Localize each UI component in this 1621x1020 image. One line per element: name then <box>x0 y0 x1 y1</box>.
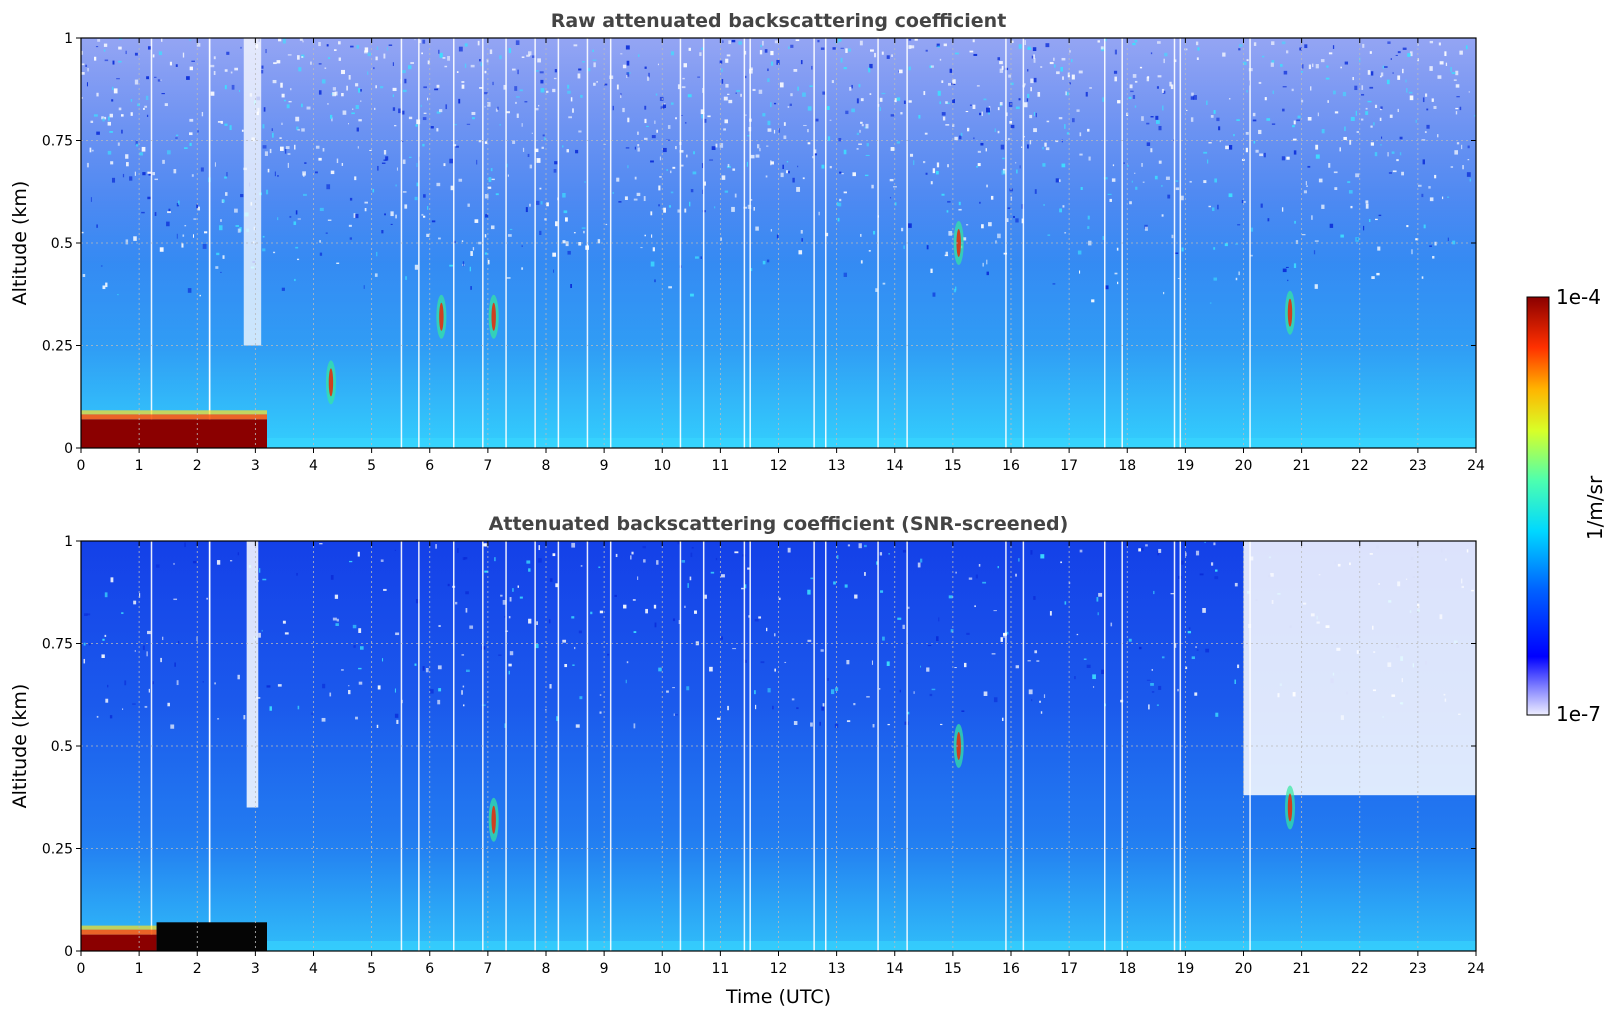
x-tick-label: 3 <box>251 961 260 977</box>
x-tick-label: 14 <box>886 458 904 474</box>
x-tick-label: 20 <box>1235 458 1253 474</box>
colorbar-min-label: 1e-7 <box>1556 702 1601 726</box>
x-tick-label: 11 <box>711 458 729 474</box>
feature-core <box>1287 298 1293 327</box>
x-tick-label: 15 <box>944 961 962 977</box>
y-tick-label: 1 <box>64 31 73 47</box>
y-ticks-raw: 0 0.25 0.5 0.75 1 <box>42 31 1476 457</box>
y-axis-label-raw: Altitude (km) <box>9 181 31 306</box>
x-tick-label: 4 <box>309 961 318 977</box>
x-tick-label: 4 <box>309 458 318 474</box>
feature-region <box>81 934 157 951</box>
y-ticks-screened: 0 0.25 0.5 0.75 1 <box>42 534 1476 960</box>
colorbar: 1e-4 1e-7 1/m/sr <box>1526 285 1607 726</box>
x-tick-label: 0 <box>77 961 86 977</box>
x-tick-label: 19 <box>1176 961 1194 977</box>
x-tick-label: 12 <box>770 961 788 977</box>
x-tick-label: 17 <box>1060 961 1078 977</box>
x-tick-label: 22 <box>1351 458 1369 474</box>
x-tick-label: 12 <box>770 458 788 474</box>
feature-region <box>246 541 259 808</box>
x-tick-label: 2 <box>193 961 202 977</box>
feature-region <box>81 419 267 448</box>
x-tick-label: 17 <box>1060 458 1078 474</box>
feature-core <box>956 229 961 257</box>
panel-screened: Attenuated backscattering coefficient (S… <box>9 513 1485 1008</box>
x-tick-label: 8 <box>542 458 551 474</box>
x-ticks-screened: 0 1 2 3 4 5 6 7 8 9 10 11 12 13 14 15 16 17 18 19 20 21 22 23 24 <box>77 541 1485 977</box>
x-tick-label: 15 <box>944 458 962 474</box>
y-tick-label: 0.75 <box>42 637 73 653</box>
y-tick-label: 1 <box>64 534 73 550</box>
x-tick-label: 23 <box>1409 961 1427 977</box>
x-tick-label: 10 <box>653 961 671 977</box>
x-tick-label: 11 <box>711 961 729 977</box>
x-tick-label: 5 <box>367 458 376 474</box>
gridlines-screened <box>81 541 1476 951</box>
gridlines-raw <box>81 38 1476 448</box>
x-tick-label: 8 <box>542 961 551 977</box>
feature-core <box>439 302 444 331</box>
x-tick-label: 19 <box>1176 458 1194 474</box>
x-tick-label: 0 <box>77 458 86 474</box>
y-tick-label: 0.75 <box>42 134 73 150</box>
x-tick-label: 9 <box>600 961 609 977</box>
x-tick-label: 18 <box>1118 458 1136 474</box>
x-tick-label: 2 <box>193 458 202 474</box>
x-tick-label: 5 <box>367 961 376 977</box>
x-tick-label: 21 <box>1293 458 1311 474</box>
x-tick-label: 14 <box>886 961 904 977</box>
feature-core <box>1287 793 1293 822</box>
y-tick-label: 0.5 <box>51 236 73 252</box>
panel-raw: Raw attenuated backscattering coefficien… <box>9 10 1485 474</box>
x-tick-label: 18 <box>1118 961 1136 977</box>
colorbar-unit-label: 1/m/sr <box>1583 475 1607 540</box>
x-tick-label: 23 <box>1409 458 1427 474</box>
x-tick-label: 1 <box>135 961 144 977</box>
panel-title-screened: Attenuated backscattering coefficient (S… <box>489 513 1069 535</box>
y-axis-label-screened: Altitude (km) <box>9 684 31 809</box>
y-tick-label: 0.25 <box>42 842 73 858</box>
x-tick-label: 6 <box>425 961 434 977</box>
feature-core <box>491 302 496 331</box>
x-tick-label: 1 <box>135 458 144 474</box>
x-tick-label: 21 <box>1293 961 1311 977</box>
feature-region <box>243 38 262 346</box>
feature-core <box>328 368 334 397</box>
y-tick-label: 0 <box>64 441 73 457</box>
x-ticks-raw: 0 1 2 3 4 5 6 7 8 9 10 11 12 13 14 15 16 17 18 19 20 21 22 23 24 <box>77 38 1485 474</box>
x-tick-label: 24 <box>1467 961 1485 977</box>
y-tick-label: 0.25 <box>42 339 73 355</box>
x-tick-label: 22 <box>1351 961 1369 977</box>
x-tick-label: 13 <box>828 961 846 977</box>
x-tick-label: 9 <box>600 458 609 474</box>
x-tick-label: 7 <box>483 961 492 977</box>
feature-core <box>491 805 496 834</box>
x-tick-label: 24 <box>1467 458 1485 474</box>
x-tick-label: 6 <box>425 458 434 474</box>
x-tick-label: 3 <box>251 458 260 474</box>
x-axis-label: Time (UTC) <box>725 986 831 1008</box>
colorbar-gradient <box>1526 296 1550 716</box>
x-tick-label: 20 <box>1235 961 1253 977</box>
panel-title-raw: Raw attenuated backscattering coefficien… <box>551 10 1007 32</box>
x-tick-label: 16 <box>1002 458 1020 474</box>
features-raw <box>81 38 1295 448</box>
y-tick-label: 0 <box>64 944 73 960</box>
x-tick-label: 16 <box>1002 961 1020 977</box>
x-tick-label: 13 <box>828 458 846 474</box>
feature-core <box>956 732 961 760</box>
feature-region <box>156 922 267 951</box>
y-tick-label: 0.5 <box>51 739 73 755</box>
colorbar-max-label: 1e-4 <box>1556 285 1601 309</box>
x-tick-label: 7 <box>483 458 492 474</box>
x-tick-label: 10 <box>653 458 671 474</box>
